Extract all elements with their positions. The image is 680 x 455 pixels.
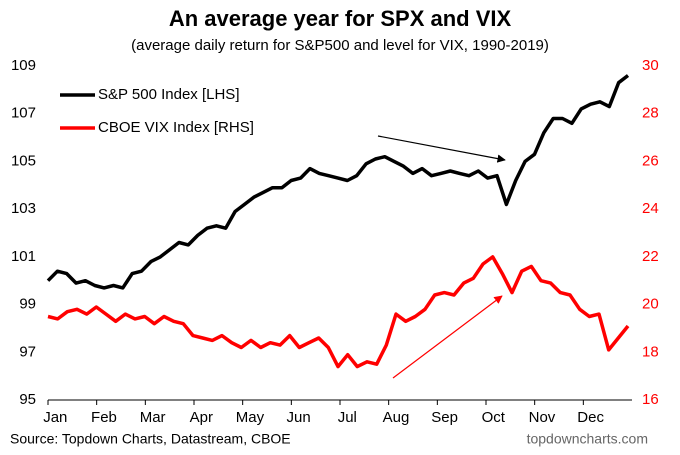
series-line (46, 74, 630, 290)
y2-tick-label: 26 (642, 152, 659, 169)
annotation-arrow (377, 135, 506, 163)
y2-tick-label: 28 (642, 105, 659, 122)
x-tick-label: Jul (338, 409, 357, 426)
y-tick-label: 103 (11, 200, 36, 217)
chart-title: An average year for SPX and VIX (169, 6, 512, 31)
series-line (47, 255, 630, 369)
x-tick-label: Feb (91, 409, 117, 426)
x-tick-label: Nov (529, 409, 556, 426)
x-tick-label: Jan (43, 409, 67, 426)
legend-label: CBOE VIX Index [RHS] (98, 119, 254, 136)
y2-tick-label: 18 (642, 343, 659, 360)
x-tick-label: Jun (287, 409, 311, 426)
legend-label: S&P 500 Index [LHS] (98, 86, 239, 103)
x-tick-label: Mar (140, 409, 166, 426)
watermark: topdowncharts.com (527, 431, 648, 447)
y2-tick-label: 20 (642, 296, 659, 313)
x-tick-label: Oct (482, 409, 506, 426)
y2-tick-label: 16 (642, 391, 659, 408)
y-tick-label: 95 (19, 391, 36, 408)
y-tick-label: 101 (11, 248, 36, 265)
x-tick-label: Dec (577, 409, 604, 426)
x-tick-label: Aug (383, 409, 410, 426)
source-note: Source: Topdown Charts, Datastream, CBOE (10, 431, 291, 447)
y-tick-label: 97 (19, 343, 36, 360)
annotation-arrow (392, 295, 503, 379)
chart-subtitle: (average daily return for S&P500 and lev… (131, 37, 549, 54)
y-tick-label: 109 (11, 57, 36, 74)
x-tick-label: Apr (190, 409, 213, 426)
x-tick-label: May (236, 409, 265, 426)
y2-tick-label: 22 (642, 248, 659, 265)
y-tick-label: 99 (19, 296, 36, 313)
x-tick-label: Sep (431, 409, 458, 426)
y-tick-label: 107 (11, 105, 36, 122)
y-tick-label: 105 (11, 152, 36, 169)
y2-tick-label: 24 (642, 200, 659, 217)
y2-tick-label: 30 (642, 57, 659, 74)
